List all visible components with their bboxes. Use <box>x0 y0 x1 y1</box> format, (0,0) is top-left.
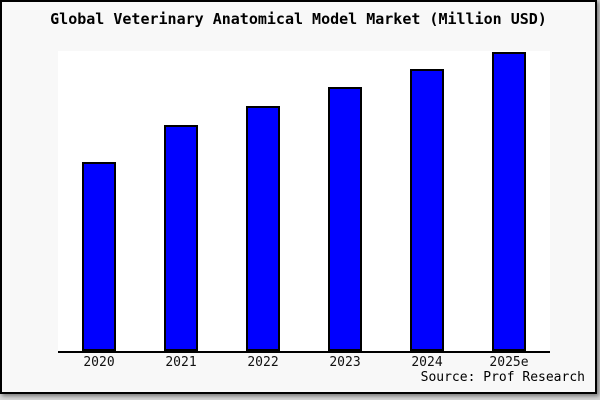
bar-2024 <box>410 69 444 351</box>
bar-2022 <box>246 106 280 351</box>
x-tick-label-2021: 2021 <box>165 355 197 370</box>
bar-2021 <box>164 125 198 351</box>
bar-2025e <box>492 52 526 351</box>
x-axis-labels: 2020 2021 2022 2023 2024 2025e <box>58 355 550 371</box>
chart-title: Global Veterinary Anatomical Model Marke… <box>50 10 547 28</box>
x-tick-label-2023: 2023 <box>329 355 361 370</box>
plot-area <box>58 51 550 351</box>
x-tick-label-2025e: 2025e <box>489 355 529 370</box>
x-tick-label-2022: 2022 <box>247 355 279 370</box>
x-tick-label-2024: 2024 <box>411 355 443 370</box>
bar-2020 <box>82 162 116 351</box>
source-text: Source: Prof Research <box>420 370 585 385</box>
bar-2023 <box>328 87 362 351</box>
x-axis-line <box>58 351 550 353</box>
x-tick-label-2020: 2020 <box>83 355 115 370</box>
